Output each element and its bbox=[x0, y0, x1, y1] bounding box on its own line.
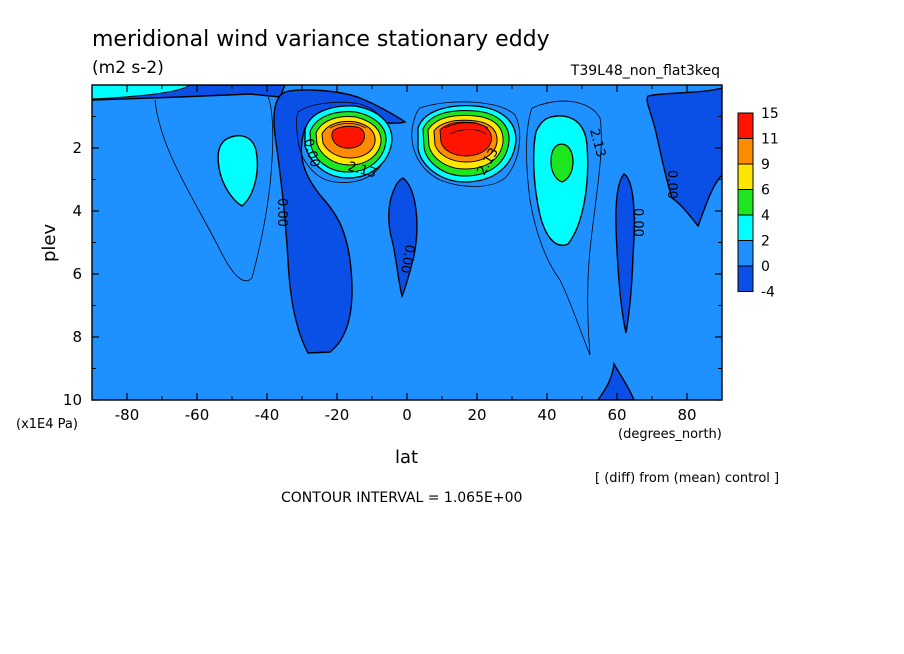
colorbar-swatch bbox=[737, 138, 754, 165]
x-tick-label: 60 bbox=[607, 406, 626, 424]
y-axis-units: (x1E4 Pa) bbox=[16, 417, 78, 432]
thin-contour-nh-jet bbox=[411, 101, 521, 187]
experiment-label: T39L48_non_flat3keq bbox=[570, 63, 720, 79]
x-tick-label: -20 bbox=[325, 406, 350, 424]
contour-field bbox=[92, 85, 722, 400]
y-tick-label: 6 bbox=[72, 265, 82, 283]
cyan-region-top-left bbox=[92, 85, 191, 100]
x-axis-units: (degrees_north) bbox=[618, 427, 722, 442]
contour-label-zero-sh: 0.00 bbox=[300, 137, 322, 169]
x-tick-label: -60 bbox=[185, 406, 210, 424]
colorbar-label: 0 bbox=[761, 259, 770, 275]
colorbar-label: 6 bbox=[761, 183, 770, 199]
y-axis: 2 4 6 8 10 bbox=[63, 116, 722, 409]
colorbar-label: 9 bbox=[761, 157, 770, 173]
x-tick-label: 20 bbox=[467, 406, 486, 424]
y-axis-label: plev bbox=[39, 223, 60, 262]
colorbar-swatch bbox=[737, 112, 754, 139]
x-tick-label: 40 bbox=[537, 406, 556, 424]
colorbar-swatch bbox=[737, 265, 754, 292]
thin-contour-nh-midlat bbox=[526, 100, 602, 356]
x-tick-label: -80 bbox=[115, 406, 140, 424]
contour-label-zero-nh-high: 0.00 bbox=[664, 170, 679, 199]
negative-region-nh-midlat bbox=[615, 173, 635, 334]
colorbar-swatch bbox=[737, 163, 754, 190]
thin-contour-sh bbox=[154, 96, 274, 282]
colorbar: 15 11 9 6 4 2 0 -4 bbox=[737, 106, 779, 301]
colorbar-label: 15 bbox=[761, 106, 779, 122]
contour-label-zero-nh-midlat: 0.00 bbox=[630, 208, 645, 237]
x-tick-label: 80 bbox=[677, 406, 696, 424]
green-region-nh-midlat bbox=[550, 143, 574, 183]
contour-label-2-13-sh: 2.13 bbox=[346, 159, 378, 181]
cyan-region-sh-midlat bbox=[217, 134, 259, 207]
contour-label-zero-sh-col: 0.00 bbox=[274, 198, 289, 227]
colorbar-swatch bbox=[737, 214, 754, 241]
y-tick-label: 2 bbox=[72, 139, 82, 157]
y-tick-label: 10 bbox=[63, 391, 82, 409]
contour-interval: CONTOUR INTERVAL = 1.065E+00 bbox=[281, 490, 522, 506]
colorbar-swatch bbox=[737, 240, 754, 267]
x-tick-label: -40 bbox=[255, 406, 280, 424]
x-axis-label: lat bbox=[395, 447, 418, 468]
southern-jet-core bbox=[304, 105, 393, 179]
x-tick-label: 0 bbox=[402, 406, 412, 424]
chart-title: meridional wind variance stationary eddy bbox=[92, 27, 550, 52]
y-tick-label: 8 bbox=[72, 328, 82, 346]
y-tick-label: 4 bbox=[72, 202, 82, 220]
contour-label-zero-eq: 0.00 bbox=[397, 243, 417, 274]
northern-jet-core bbox=[417, 104, 517, 183]
colorbar-label: 2 bbox=[761, 234, 770, 250]
negative-region-equator bbox=[388, 177, 418, 299]
colorbar-label: -4 bbox=[761, 285, 775, 301]
negative-region-nh-high bbox=[646, 87, 722, 228]
x-axis: -80 -60 -40 -20 0 20 40 60 80 bbox=[91, 85, 723, 424]
diff-note: [ (diff) from (mean) control ] bbox=[595, 471, 779, 486]
colorbar-label: 11 bbox=[761, 132, 779, 148]
colorbar-swatch bbox=[737, 189, 754, 216]
chart-units: (m2 s-2) bbox=[92, 58, 164, 78]
colorbar-label: 4 bbox=[761, 208, 770, 224]
thin-contour-sh-jet bbox=[296, 101, 389, 183]
contour-labels: 0.00 2.13 0.00 0.00 2.13 2.13 0.00 0.00 bbox=[274, 127, 679, 274]
negative-region-sh-column bbox=[273, 89, 407, 354]
negative-region-bottom bbox=[597, 361, 635, 400]
contour-label-2-13-nh-midlat: 2.13 bbox=[586, 127, 608, 159]
